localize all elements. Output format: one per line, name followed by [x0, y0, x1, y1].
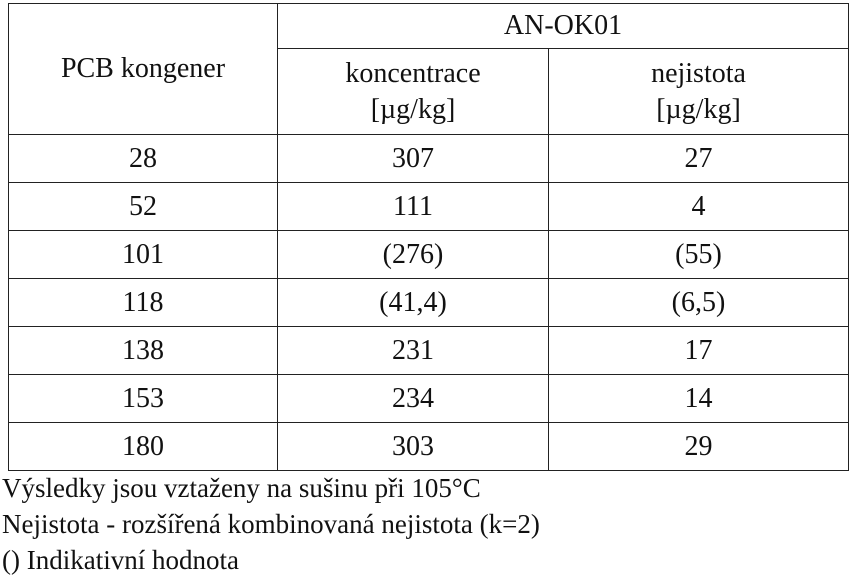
cell-uncertainty: 4 [548, 182, 849, 231]
cell-concentration: 231 [277, 326, 549, 375]
column-unit: [µg/kg] [370, 93, 456, 125]
cell-congener: 101 [8, 230, 278, 279]
row-header-pcb-congener: PCB kongener [8, 3, 278, 135]
column-header-concentration: koncentrace [µg/kg] [277, 48, 549, 135]
table-row: 138 231 17 [8, 326, 849, 375]
cell-congener: 180 [8, 422, 278, 471]
column-header-uncertainty: nejistota [µg/kg] [548, 48, 849, 135]
cell-concentration: 303 [277, 422, 549, 471]
cell-uncertainty: (6,5) [548, 278, 849, 327]
table-row: 28 307 27 [8, 134, 849, 183]
table-footnotes: Výsledky jsou vztaženy na sušinu při 105… [2, 470, 540, 578]
cell-concentration: 111 [277, 182, 549, 231]
cell-concentration: (41,4) [277, 278, 549, 327]
table-row: 118 (41,4) (6,5) [8, 278, 849, 327]
column-unit: [µg/kg] [656, 93, 741, 125]
cell-concentration: (276) [277, 230, 549, 279]
table-row: 180 303 29 [8, 422, 849, 471]
cell-uncertainty: (55) [548, 230, 849, 279]
cell-congener: 153 [8, 374, 278, 423]
cell-concentration: 307 [277, 134, 549, 183]
note-indicative-value: () Indikativní hodnota [2, 545, 239, 575]
table-row: 52 111 4 [8, 182, 849, 231]
cell-congener: 118 [8, 278, 278, 327]
header-row-group: PCB kongener AN-OK01 [8, 3, 849, 135]
note-uncertainty-definition: Nejistota - rozšířená kombinovaná nejist… [2, 509, 540, 539]
cell-congener: 138 [8, 326, 278, 375]
cell-uncertainty: 29 [548, 422, 849, 471]
cell-uncertainty: 14 [548, 374, 849, 423]
note-dry-matter: Výsledky jsou vztaženy na sušinu při 105… [2, 473, 481, 503]
cell-concentration: 234 [277, 374, 549, 423]
cell-congener: 28 [8, 134, 278, 183]
cell-uncertainty: 17 [548, 326, 849, 375]
pcb-results-table: PCB kongener AN-OK01 koncentrace [µg/kg]… [8, 3, 849, 471]
column-name: koncentrace [345, 57, 481, 89]
column-name: nejistota [651, 57, 746, 89]
group-header-sample: AN-OK01 [277, 3, 849, 49]
table-row: 153 234 14 [8, 374, 849, 423]
table-row: 101 (276) (55) [8, 230, 849, 279]
cell-uncertainty: 27 [548, 134, 849, 183]
cell-congener: 52 [8, 182, 278, 231]
